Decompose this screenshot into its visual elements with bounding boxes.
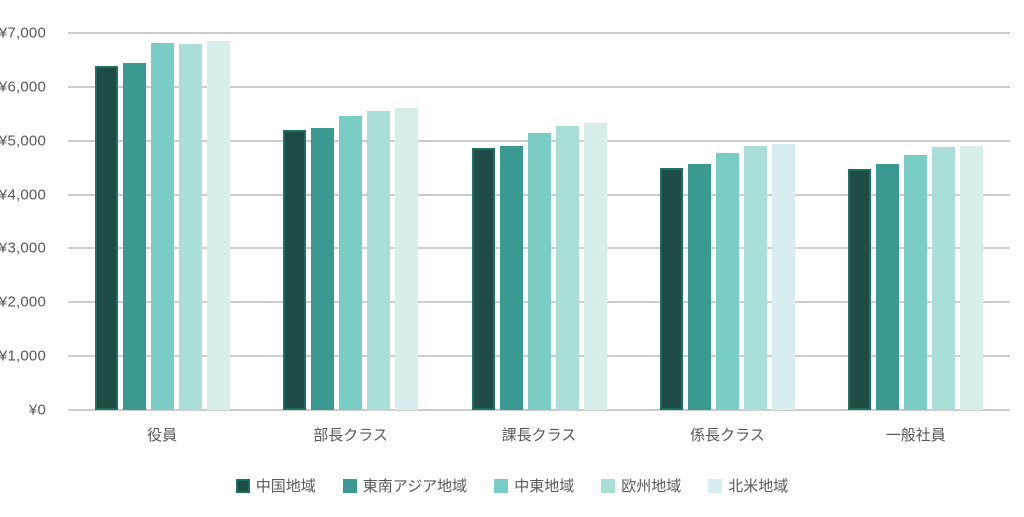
legend-swatch-icon (342, 478, 357, 493)
bar-group-5 (848, 146, 984, 410)
bar-series3-cat2 (339, 116, 363, 410)
chart-legend: 中国地域 東南アジア地域 中東地域 欧州地域 北米地域 (0, 475, 1024, 496)
x-axis-category-label: 課長クラス (501, 427, 577, 444)
legend-swatch-icon (494, 478, 509, 493)
bar-series2-cat4 (687, 164, 711, 410)
bar-series1-cat3 (471, 148, 495, 410)
x-axis-category-label: 一般社員 (885, 427, 946, 444)
x-axis-category-label: 係長クラス (690, 427, 765, 444)
y-axis-tick-label: ¥2,000 (0, 293, 46, 311)
y-axis-tick-label: ¥7,000 (0, 24, 46, 42)
bar-series3-cat1 (150, 43, 174, 410)
legend-label: 中東地域 (514, 478, 575, 495)
legend-item-1: 中国地域 (235, 475, 316, 496)
bar-group-4 (659, 144, 795, 410)
y-axis-tick-label: ¥4,000 (0, 186, 46, 204)
legend-label: 中国地域 (255, 478, 316, 495)
bar-series4-cat4 (743, 146, 767, 410)
plot-area: ¥0 ¥1,000 ¥2,000 ¥3,000 ¥4,000 ¥5,000 ¥6,000 ¥7… (0, 25, 1010, 444)
legend-item-3: 中東地域 (494, 475, 574, 496)
bar-series3-cat5 (904, 155, 928, 410)
y-axis-tick-label: ¥5,000 (0, 132, 46, 150)
legend-swatch-icon (235, 478, 250, 493)
gridline-y0 (68, 409, 1010, 411)
legend-item-4: 欧州地域 (601, 475, 681, 496)
bar-series4-cat3 (555, 126, 579, 410)
bar-series5-cat4 (771, 144, 795, 410)
legend-item-2: 東南アジア地域 (342, 475, 468, 496)
legend-label: 東南アジア地域 (362, 478, 468, 495)
bar-series1-cat5 (848, 169, 872, 410)
x-axis-category-label: 部長クラス (313, 427, 388, 444)
x-axis-category-label: 役員 (147, 427, 178, 444)
bar-series3-cat3 (527, 133, 551, 410)
legend-label: 北米地域 (728, 478, 789, 495)
bar-group-3 (471, 123, 607, 410)
legend-label: 欧州地域 (621, 478, 682, 495)
y-axis-tick-label: ¥6,000 (0, 78, 46, 96)
y-axis-tick-label: ¥0 (28, 401, 46, 419)
bar-series1-cat2 (283, 130, 307, 410)
bar-series5-cat3 (583, 123, 607, 410)
legend-item-5: 北米地域 (708, 475, 788, 496)
bar-series1-cat4 (659, 168, 683, 410)
bar-series2-cat5 (876, 164, 900, 410)
bar-series5-cat5 (960, 146, 984, 410)
bar-series4-cat1 (178, 44, 202, 410)
bar-series2-cat2 (311, 128, 335, 410)
bar-series4-cat2 (367, 111, 391, 410)
legend-swatch-icon (708, 478, 723, 493)
bar-series4-cat5 (932, 147, 956, 410)
bar-series3-cat4 (715, 153, 739, 410)
gridline-y7000 (68, 32, 1010, 34)
gridline-y6000 (68, 85, 1010, 88)
bar-group-1 (94, 41, 230, 410)
bar-series2-cat3 (499, 146, 523, 410)
bar-group-2 (283, 108, 419, 410)
bar-series5-cat1 (206, 41, 230, 410)
bar-series5-cat2 (395, 108, 419, 410)
y-axis-tick-label: ¥1,000 (0, 347, 46, 365)
bar-series1-cat1 (94, 66, 118, 410)
bar-series2-cat1 (122, 63, 146, 410)
y-axis-tick-label: ¥3,000 (0, 239, 46, 257)
legend-swatch-icon (601, 478, 616, 493)
